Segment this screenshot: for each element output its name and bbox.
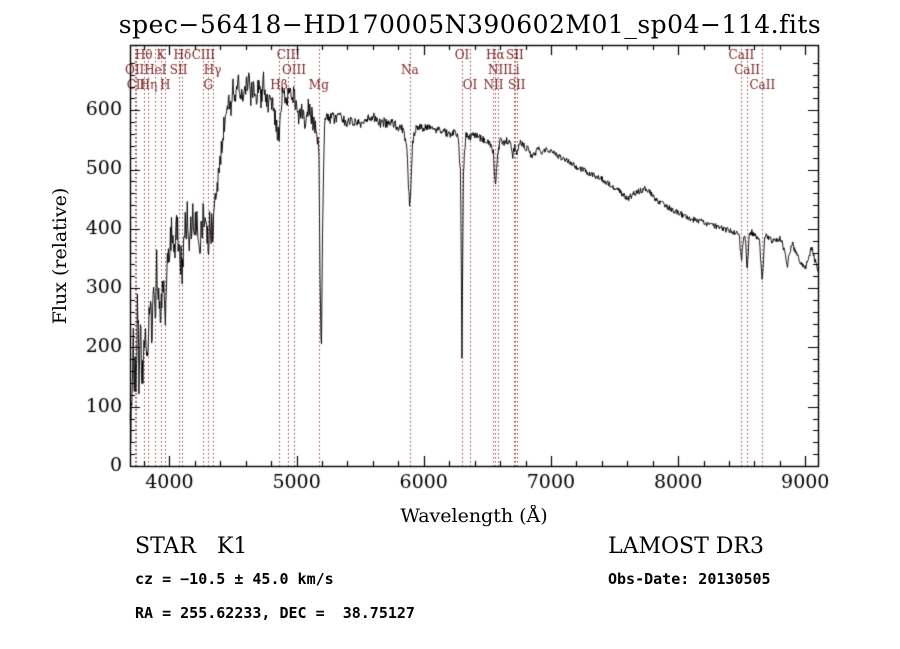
coordinates-label: RA = 255.62233, DEC = 38.75127 (135, 604, 415, 622)
survey-release-label: LAMOST DR3 (608, 534, 764, 559)
y-axis-label: Flux (relative) (49, 187, 71, 325)
chart-title: spec−56418−HD170005N390602M01_sp04−114.f… (118, 10, 822, 39)
observation-date-label: Obs-Date: 20130505 (608, 570, 771, 588)
redshift-velocity-label: cz = −10.5 ± 45.0 km/s (135, 570, 334, 588)
x-axis-label: Wavelength (Å) (400, 505, 548, 527)
object-class-label: STAR K1 (135, 534, 248, 559)
